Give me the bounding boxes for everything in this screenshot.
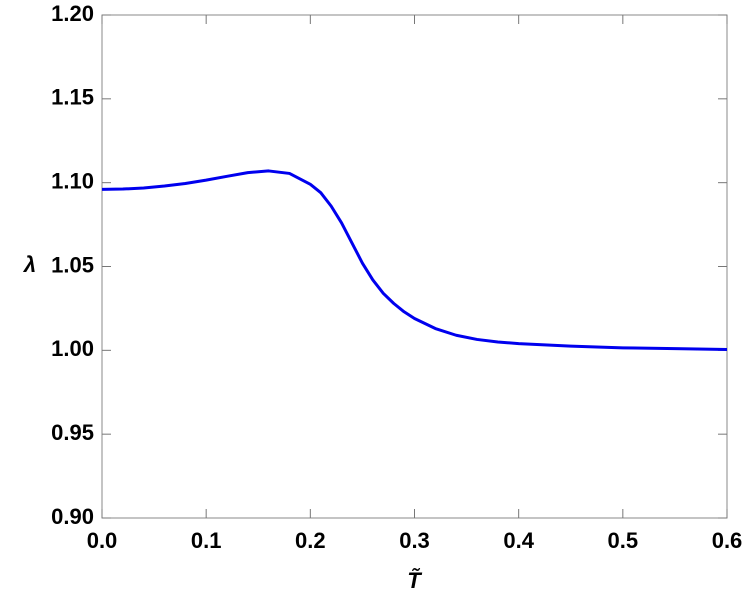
x-tick-label: 0.6 [712, 528, 743, 553]
x-tick-label: 0.4 [503, 528, 534, 553]
x-tick-label: 0.1 [191, 528, 222, 553]
y-tick-label: 1.00 [51, 336, 94, 361]
x-tick-label: 0.2 [295, 528, 326, 553]
plot-frame [101, 14, 728, 519]
y-tick-label: 1.20 [51, 1, 94, 26]
data-line [101, 169, 728, 351]
x-tick-label: 0.0 [87, 528, 118, 553]
y-axis-label: λ [23, 252, 36, 277]
x-axis-label: T̃ [407, 568, 422, 593]
y-tick-label: 0.90 [51, 504, 94, 529]
y-tick-label: 1.10 [51, 168, 94, 193]
x-tick-label: 0.5 [608, 528, 639, 553]
y-tick-label: 1.05 [51, 252, 94, 277]
y-tick-label: 1.15 [51, 85, 94, 110]
y-tick-label: 0.95 [51, 420, 94, 445]
x-tick-label: 0.3 [399, 528, 430, 553]
